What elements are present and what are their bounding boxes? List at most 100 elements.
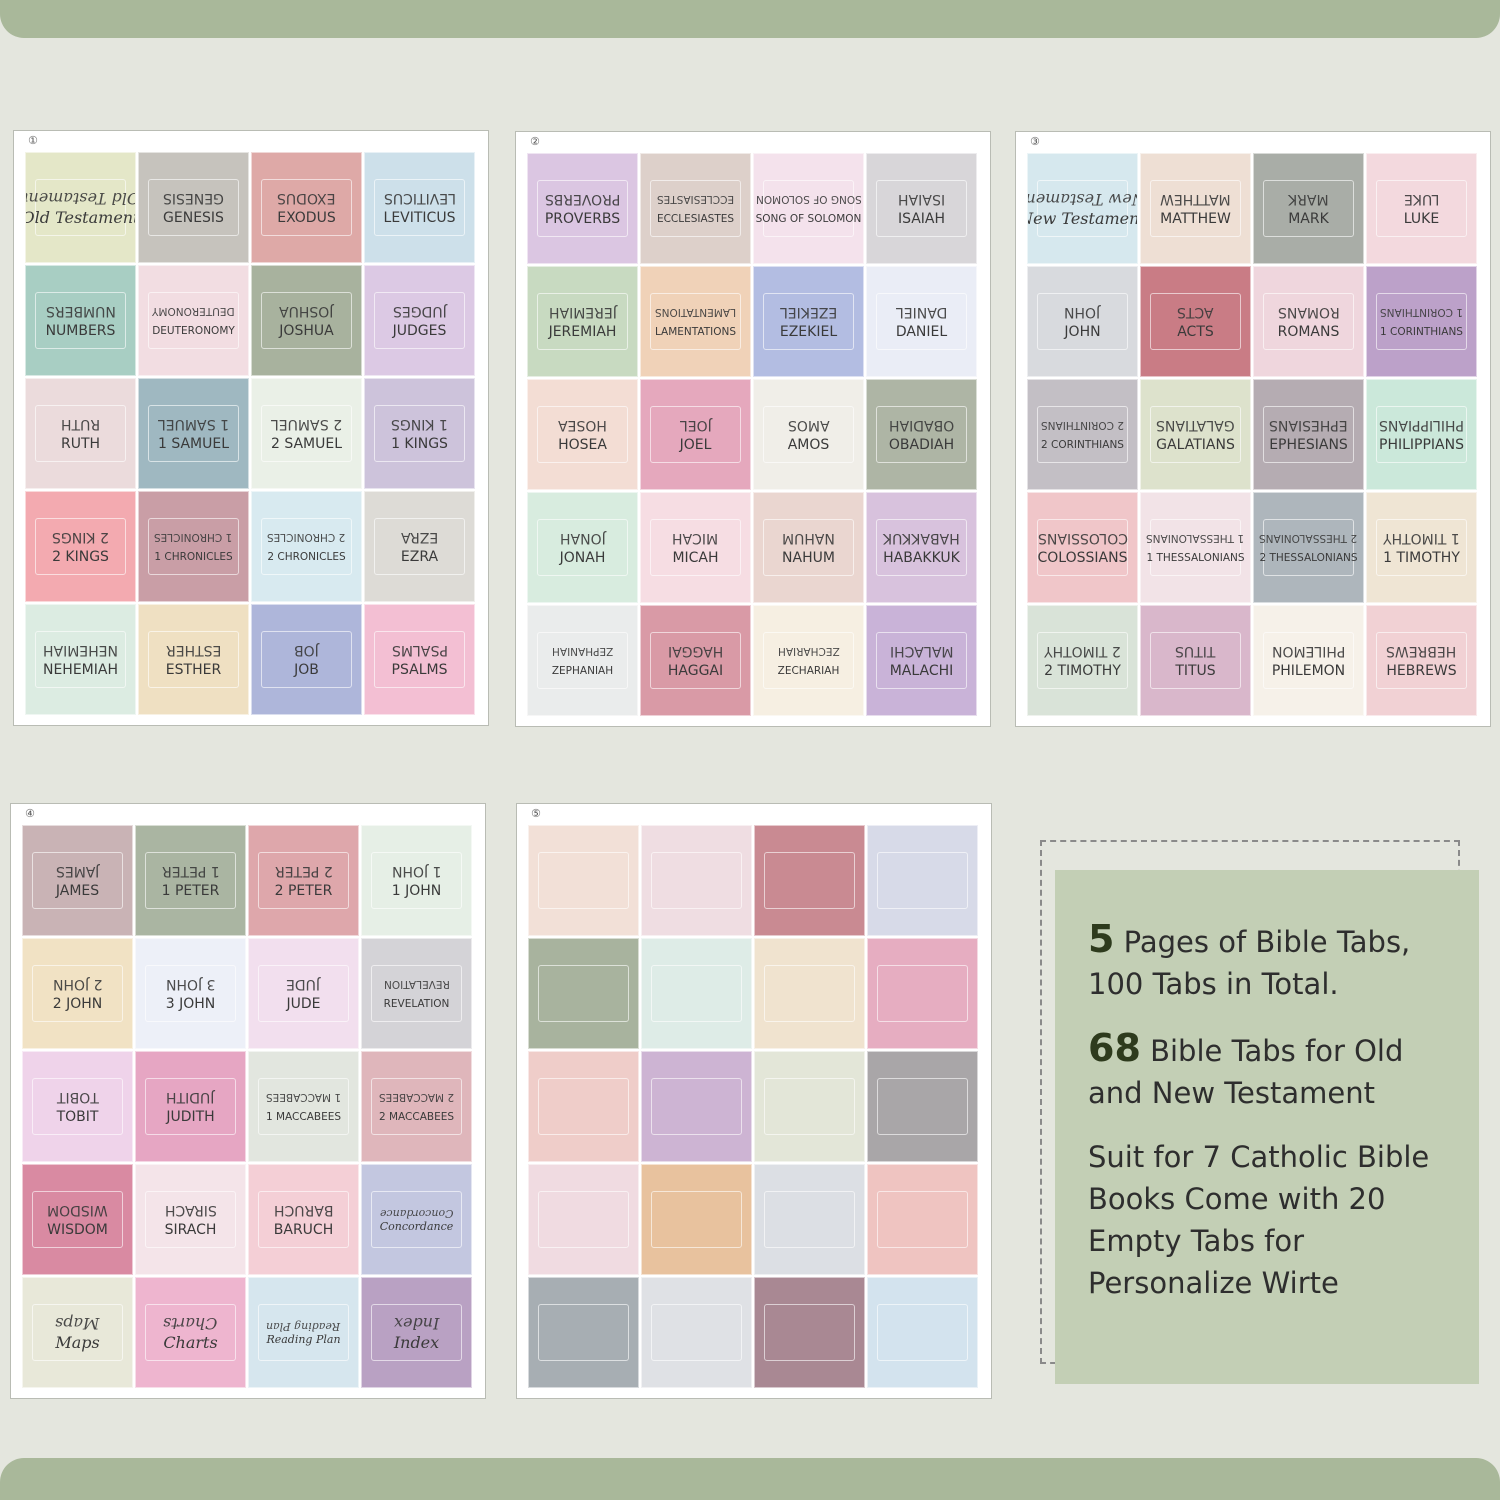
bible-tab: SONG OF SOLOMON SONG OF SOLOMON xyxy=(753,153,864,264)
bible-tab: 1 SAMUEL 1 SAMUEL xyxy=(138,378,249,489)
tab-label: GENESIS xyxy=(163,209,224,226)
empty-tab xyxy=(867,825,978,936)
tab-label: 1 THESSALONIANS xyxy=(1146,551,1245,564)
tab-label-mirrored: REVELATION xyxy=(383,977,450,990)
empty-tab xyxy=(867,1277,978,1388)
tab-sheet-2: ② PROVERBS PROVERBS ECCLESIASTES ECCLESIAST… xyxy=(515,131,991,727)
tab-sheet-5: ⑤ xyxy=(516,803,992,1399)
tab-label: RUTH xyxy=(60,435,101,452)
tab-label: ZEPHANIAH xyxy=(551,664,614,677)
tab-label: Old Testament xyxy=(25,207,136,227)
bible-tab: JUDE JUDE xyxy=(248,938,359,1049)
tab-label: GALATIANS xyxy=(1156,436,1235,453)
tab-label: 1 SAMUEL xyxy=(157,435,230,452)
tab-label-mirrored: JOEL xyxy=(679,416,712,433)
bible-tab: JUDITH JUDITH xyxy=(135,1051,246,1162)
bible-tab: PROVERBS PROVERBS xyxy=(527,153,638,264)
tab-label: EPHESIANS xyxy=(1269,436,1348,453)
bible-tab: LUKE LUKE xyxy=(1366,153,1477,264)
tab-label: BARUCH xyxy=(273,1221,334,1238)
tab-label-mirrored: Charts xyxy=(163,1313,218,1333)
tab-label: 2 KINGS xyxy=(52,548,109,565)
bible-tab: Maps Maps xyxy=(22,1277,133,1388)
bible-tab: LAMENTATIONS LAMENTATIONS xyxy=(640,266,751,377)
info-panel: 5 Pages of Bible Tabs, 100 Tabs in Total… xyxy=(1055,870,1479,1384)
tab-label-mirrored: 1 CHRONICLES xyxy=(154,530,233,543)
tab-label-mirrored: COLOSSIANS xyxy=(1037,529,1128,546)
bible-tab: 1 CORINTHIANS 1 CORINTHIANS xyxy=(1366,266,1477,377)
tab-label-mirrored: Old Testament xyxy=(25,188,136,208)
bible-tab: EPHESIANS EPHESIANS xyxy=(1253,379,1364,490)
tab-label-mirrored: PHILIPPIANS xyxy=(1379,416,1464,433)
bible-tab: 2 SAMUEL 2 SAMUEL xyxy=(251,378,362,489)
tab-label: 2 PETER xyxy=(274,882,333,899)
bible-tab: MICAH MICAH xyxy=(640,492,751,603)
empty-tab xyxy=(867,1051,978,1162)
tab-sheet-1: ① Old Testament Old Testament GENESIS GENES… xyxy=(13,130,489,726)
tab-label: MATTHEW xyxy=(1160,210,1231,227)
bible-tab: New TestamentNew Testament xyxy=(1027,153,1138,264)
tab-grid: PROVERBS PROVERBS ECCLESIASTES ECCLESIASTES… xyxy=(526,152,978,717)
info-tabs-count: 68 xyxy=(1088,1026,1141,1070)
tab-label: HABAKKUK xyxy=(883,549,960,566)
bible-tab: 1 THESSALONIANS 1 THESSALONIANS xyxy=(1140,492,1251,603)
tab-label-mirrored: JOSHUA xyxy=(279,302,334,319)
tab-label-mirrored: NAHUM xyxy=(782,529,835,546)
tab-sheet-3: ③ New TestamentNew TestamentMATTHEWMATTH… xyxy=(1015,131,1491,727)
sheet-number: ② xyxy=(530,135,540,148)
empty-tab xyxy=(641,1164,752,1275)
bible-tab: MARK MARK xyxy=(1253,153,1364,264)
bible-tab: 1 CHRONICLES 1 CHRONICLES xyxy=(138,491,249,602)
tab-label: Concordance xyxy=(379,1219,454,1233)
bible-tab: PHILEMON PHILEMON xyxy=(1253,605,1364,716)
tab-label-mirrored: 2 THESSALONIANS xyxy=(1259,531,1358,544)
sheet-number: ① xyxy=(28,134,38,147)
bible-tab: TOBIT TOBIT xyxy=(22,1051,133,1162)
bible-tab: ROMANS ROMANS xyxy=(1253,266,1364,377)
tab-label: 2 JOHN xyxy=(52,995,103,1012)
bible-tab: Old Testament Old Testament xyxy=(25,152,136,263)
bible-tab: 2 THESSALONIANS 2 THESSALONIANS xyxy=(1253,492,1364,603)
bible-tab: 3 JOHN 3 JOHN xyxy=(135,938,246,1049)
info-pages-text: Pages of Bible Tabs, 100 Tabs in Total. xyxy=(1088,925,1411,1001)
bible-tab: DANIEL DANIEL xyxy=(866,266,977,377)
tab-label-mirrored: HOSEA xyxy=(558,416,607,433)
tab-label: ZECHARIAH xyxy=(777,664,840,677)
bible-tab: Charts Charts xyxy=(135,1277,246,1388)
tab-label: ISAIAH xyxy=(897,210,946,227)
tab-label: JOEL xyxy=(679,436,712,453)
tab-label: PHILIPPIANS xyxy=(1379,436,1464,453)
tab-label: ROMANS xyxy=(1277,323,1340,340)
tab-label: ESTHER xyxy=(165,661,222,678)
tab-label-mirrored: Maps xyxy=(55,1313,100,1333)
sheet-number: ⑤ xyxy=(531,807,541,820)
tab-label-mirrored: EZRA xyxy=(400,528,439,545)
tab-label: PHILEMON xyxy=(1271,662,1346,679)
bible-tab: HABAKKUK HABAKKUK xyxy=(866,492,977,603)
tab-label-mirrored: PROVERBS xyxy=(544,190,621,207)
bible-tab: Reading Plan Reading Plan xyxy=(248,1277,359,1388)
tab-label-mirrored: LUKE xyxy=(1403,190,1440,207)
tab-label: 1 PETER xyxy=(161,882,220,899)
bible-tab: ISAIAH ISAIAH xyxy=(866,153,977,264)
tab-label: LEVITICUS xyxy=(383,209,456,226)
bible-tab: EXODUS EXODUS xyxy=(251,152,362,263)
tab-label-mirrored: 1 JOHN xyxy=(391,862,442,879)
bible-tab: EZRA EZRA xyxy=(364,491,475,602)
tab-label: MICAH xyxy=(672,549,719,566)
tab-grid: New TestamentNew TestamentMATTHEWMATTHEW… xyxy=(1026,152,1478,717)
bible-tab: JONAH JONAH xyxy=(527,492,638,603)
tab-label-mirrored: BARUCH xyxy=(273,1201,334,1218)
bible-tab: NUMBERS NUMBERS xyxy=(25,265,136,376)
bible-tab: 2 CORINTHIANS 2 CORINTHIANS xyxy=(1027,379,1138,490)
bottom-banner xyxy=(0,1458,1500,1500)
tab-label: 2 MACCABEES xyxy=(378,1110,455,1123)
tab-label: LUKE xyxy=(1403,210,1440,227)
tab-label-mirrored: EZEKIEL xyxy=(779,303,838,320)
tab-grid: JAMES JAMES 1 PETER 1 PETER 2 PETER 2 PETER 1 … xyxy=(21,824,473,1389)
bible-tab: 2 KINGS 2 KINGS xyxy=(25,491,136,602)
bible-tab: 1 TIMOTHY 1 TIMOTHY xyxy=(1366,492,1477,603)
tab-label-mirrored: HABAKKUK xyxy=(883,529,960,546)
info-pages: 5 Pages of Bible Tabs, 100 Tabs in Total… xyxy=(1088,918,1459,1005)
tab-label-mirrored: SONG OF SOLOMON xyxy=(755,192,862,205)
